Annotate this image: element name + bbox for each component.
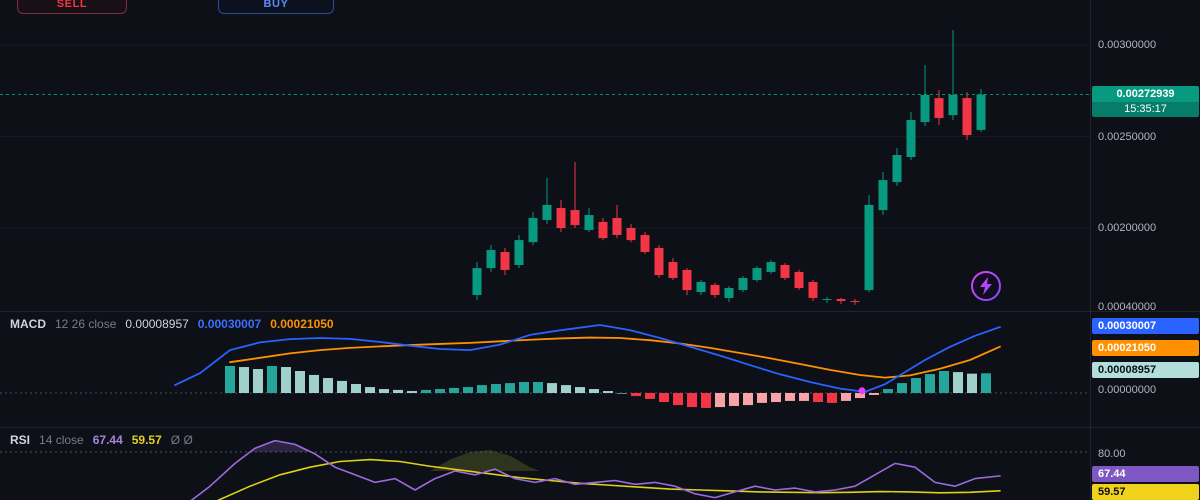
rsi-ma-badge: 59.57: [1092, 484, 1199, 500]
macd-line-badge: 0.00030007: [1092, 318, 1199, 334]
macd-chart-canvas[interactable]: [0, 312, 1090, 427]
bar-countdown-timer: 15:35:17: [1092, 102, 1199, 117]
macd-axis-top-label: 0.00040000: [1098, 301, 1157, 313]
rsi-axis-top-label: 80.00: [1098, 448, 1126, 460]
lightning-bolt-icon: [971, 271, 1001, 301]
rsi-params: 14 close: [39, 433, 84, 447]
macd-zero-label: 0.00000000: [1098, 384, 1157, 396]
macd-params: 12 26 close: [55, 317, 117, 331]
price-label-250: 0.00250000: [1098, 131, 1157, 143]
price-chart-canvas[interactable]: [0, 0, 1090, 310]
rsi-value: 67.44: [92, 433, 123, 447]
rsi-legend: RSI 14 close 67.44 59.57 Ø Ø: [10, 433, 193, 447]
macd-signal-badge: 0.00021050: [1092, 340, 1199, 356]
price-label-200: 0.00200000: [1098, 222, 1157, 234]
pane-separator[interactable]: [0, 427, 1200, 428]
pane-separator[interactable]: [0, 311, 1200, 312]
rsi-empty-values: Ø Ø: [170, 433, 193, 447]
macd-line-value: 0.00030007: [197, 317, 262, 331]
sell-button[interactable]: SELL: [17, 0, 127, 14]
rsi-indicator-name: RSI: [10, 433, 31, 447]
macd-legend: MACD 12 26 close 0.00008957 0.00030007 0…: [10, 317, 334, 331]
buy-button[interactable]: BUY: [218, 0, 334, 14]
price-axis[interactable]: 0.00300000 0.00272939 15:35:17 0.0025000…: [1090, 0, 1200, 500]
rsi-ma-value: 59.57: [131, 433, 162, 447]
rsi-chart-canvas[interactable]: [0, 428, 1090, 500]
macd-hist-value: 0.00008957: [125, 317, 189, 331]
last-price-badge: 0.00272939 15:35:17: [1092, 86, 1199, 117]
quick-trade-button[interactable]: [968, 268, 1004, 304]
macd-hist-badge: 0.00008957: [1092, 362, 1199, 378]
macd-indicator-name: MACD: [10, 317, 46, 331]
price-label-300: 0.00300000: [1098, 39, 1157, 51]
last-price-value: 0.00272939: [1116, 88, 1175, 100]
macd-signal-value: 0.00021050: [270, 317, 334, 331]
rsi-value-badge: 67.44: [1092, 466, 1199, 482]
